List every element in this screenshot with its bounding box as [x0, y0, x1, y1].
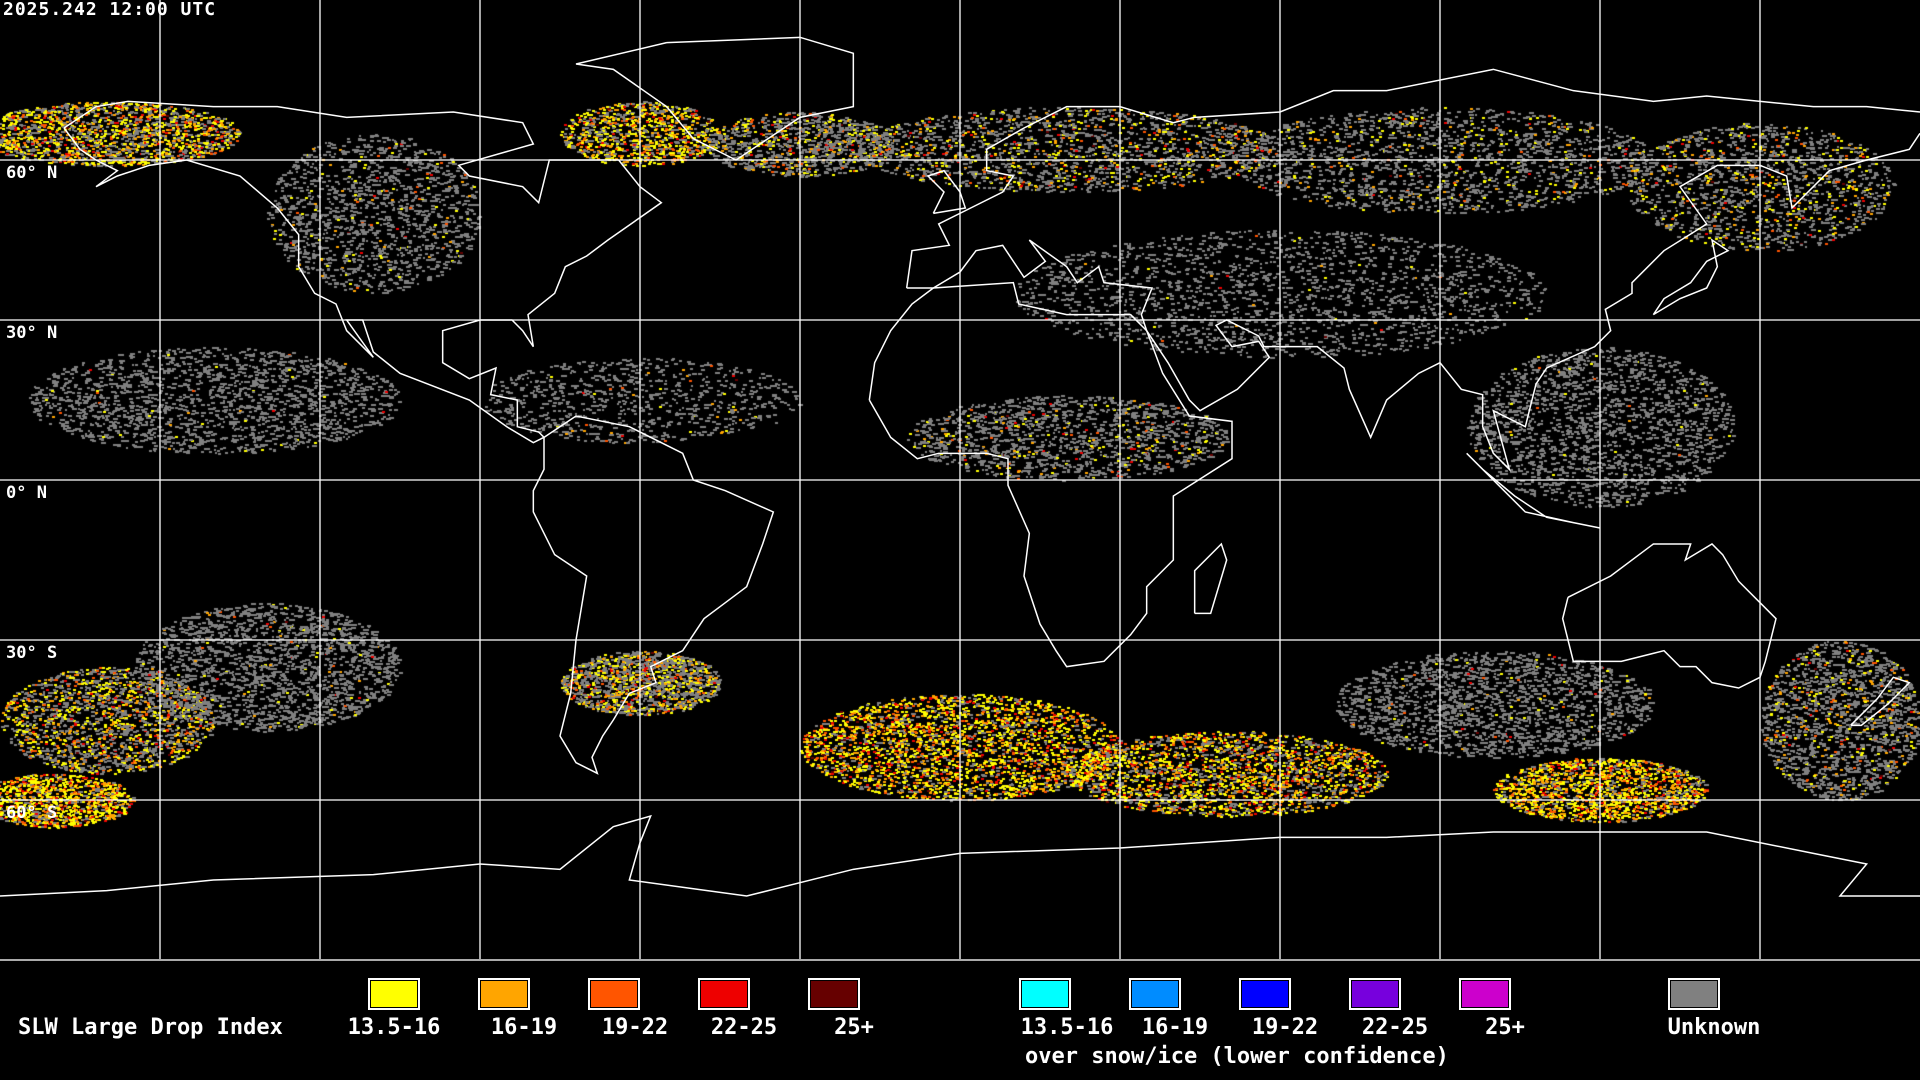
label-snow-4: 22-25 [1361, 1015, 1429, 1040]
swatch-snow-1 [1019, 978, 1071, 1010]
swatch-primary-1 [368, 978, 420, 1010]
swatch-primary-5 [808, 978, 860, 1010]
label-snow-1: 13.5-16 [1020, 1015, 1114, 1040]
swatch-primary-3 [588, 978, 640, 1010]
lat-label-30s: 30° S [6, 643, 58, 663]
swatch-unknown [1668, 978, 1720, 1010]
coastline-eurasia-east [906, 132, 1920, 472]
swatch-snow-5 [1459, 978, 1511, 1010]
snow-ice-caption: over snow/ice (lower confidence) [1025, 1044, 1449, 1069]
swatch-primary-4 [698, 978, 750, 1010]
coastline-africa [868, 281, 1233, 668]
lat-label-0: 0° N [6, 483, 47, 503]
label-unknown: Unknown [1667, 1015, 1761, 1040]
lat-label-60n: 60° N [6, 163, 58, 183]
coastline-japan [1652, 238, 1730, 316]
label-snow-5: 25+ [1485, 1015, 1525, 1040]
label-primary-2: 16-19 [490, 1015, 558, 1040]
coastline-south-america [532, 415, 775, 775]
lat-label-60s: 60° S [6, 803, 58, 823]
label-primary-5: 25+ [834, 1015, 874, 1040]
legend-title: SLW Large Drop Index [18, 1015, 283, 1040]
swatch-primary-2 [478, 978, 530, 1010]
coastline-indonesia [1466, 452, 1601, 529]
coastline-antarctica [0, 814, 1920, 897]
swatch-snow-4 [1349, 978, 1401, 1010]
coastline-new-zealand [1850, 676, 1911, 727]
timestamp: 2025.242 12:00 UTC [3, 0, 217, 20]
label-primary-4: 22-25 [710, 1015, 778, 1040]
coastlines-and-graticule [0, 0, 1920, 960]
coastline-madagascar [1193, 542, 1228, 615]
coastline-eurasia [905, 68, 1920, 289]
map-border [0, 959, 1920, 961]
coastline-australia [1561, 543, 1777, 689]
label-snow-3: 19-22 [1251, 1015, 1319, 1040]
label-snow-2: 16-19 [1141, 1015, 1209, 1040]
coastline-greenland [575, 36, 855, 161]
world-map [0, 0, 1920, 960]
swatch-snow-3 [1239, 978, 1291, 1010]
label-primary-1: 13.5-16 [347, 1015, 441, 1040]
lat-label-30n: 30° N [6, 323, 58, 343]
coastline-britain [926, 169, 967, 215]
label-primary-3: 19-22 [601, 1015, 669, 1040]
coastline-north-america [63, 100, 663, 444]
swatch-snow-2 [1129, 978, 1181, 1010]
